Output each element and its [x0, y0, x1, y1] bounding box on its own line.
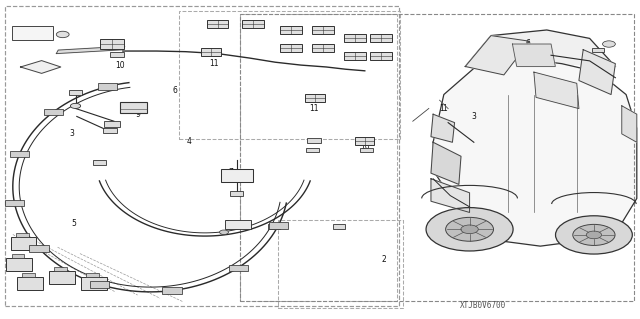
- Bar: [179, 11, 400, 139]
- Circle shape: [461, 225, 478, 234]
- Bar: [344, 34, 366, 42]
- Bar: [370, 52, 392, 60]
- Bar: [100, 39, 124, 49]
- Text: 5: 5: [71, 219, 76, 228]
- Bar: [10, 151, 29, 157]
- Polygon shape: [534, 72, 579, 108]
- Polygon shape: [431, 179, 470, 212]
- Bar: [344, 52, 366, 60]
- Text: 5: 5: [454, 200, 459, 209]
- Polygon shape: [465, 36, 530, 75]
- Bar: [103, 128, 117, 133]
- Bar: [54, 267, 67, 271]
- Bar: [17, 277, 43, 290]
- Bar: [593, 48, 604, 52]
- Text: XTJB0V6700: XTJB0V6700: [460, 301, 506, 310]
- Bar: [240, 14, 634, 301]
- Text: 9: 9: [135, 110, 140, 119]
- Bar: [230, 191, 243, 196]
- Bar: [44, 109, 63, 115]
- Bar: [269, 222, 288, 228]
- Bar: [242, 20, 264, 28]
- Bar: [221, 169, 253, 182]
- Bar: [29, 245, 49, 252]
- Bar: [360, 147, 373, 152]
- Bar: [86, 273, 99, 277]
- Bar: [268, 225, 280, 228]
- Bar: [5, 200, 24, 206]
- Circle shape: [445, 217, 493, 241]
- Bar: [12, 26, 53, 40]
- Bar: [22, 273, 35, 277]
- Bar: [201, 48, 221, 56]
- Circle shape: [586, 231, 602, 239]
- Text: 11: 11: [309, 104, 318, 113]
- Circle shape: [426, 208, 513, 251]
- Bar: [240, 14, 397, 301]
- Bar: [280, 44, 302, 52]
- Polygon shape: [431, 142, 461, 184]
- Bar: [90, 281, 109, 288]
- Text: 11: 11: [210, 59, 219, 68]
- Circle shape: [220, 230, 228, 234]
- Text: 8: 8: [225, 220, 230, 229]
- Bar: [81, 277, 107, 290]
- Bar: [307, 137, 321, 143]
- Bar: [370, 34, 392, 42]
- Circle shape: [56, 31, 69, 38]
- Bar: [312, 44, 334, 52]
- Bar: [305, 94, 325, 102]
- Circle shape: [70, 103, 81, 108]
- Polygon shape: [20, 61, 61, 73]
- Bar: [104, 121, 120, 127]
- Bar: [99, 83, 118, 90]
- Text: 10: 10: [360, 142, 370, 151]
- Polygon shape: [56, 46, 125, 54]
- Polygon shape: [579, 50, 616, 94]
- Bar: [12, 254, 24, 258]
- Bar: [11, 237, 36, 250]
- Polygon shape: [465, 30, 616, 66]
- Text: 10: 10: [115, 61, 125, 70]
- Bar: [49, 271, 75, 284]
- Bar: [207, 20, 228, 28]
- Bar: [16, 233, 29, 237]
- Text: 7: 7: [228, 168, 233, 177]
- Bar: [163, 287, 182, 294]
- Bar: [306, 147, 319, 152]
- Bar: [228, 264, 248, 271]
- Polygon shape: [433, 58, 637, 246]
- Bar: [280, 26, 302, 34]
- Text: 1: 1: [439, 104, 444, 113]
- Bar: [93, 160, 106, 165]
- Polygon shape: [431, 114, 454, 142]
- Text: 4: 4: [538, 53, 543, 62]
- Text: 2: 2: [381, 256, 387, 264]
- Circle shape: [556, 216, 632, 254]
- Circle shape: [573, 224, 615, 245]
- Bar: [333, 225, 345, 228]
- Text: 6: 6: [525, 39, 531, 48]
- Text: 6: 6: [172, 86, 177, 95]
- Bar: [120, 102, 147, 113]
- Bar: [278, 220, 403, 308]
- Text: 3: 3: [69, 130, 74, 138]
- Bar: [69, 90, 82, 95]
- Bar: [5, 6, 399, 306]
- Bar: [110, 52, 124, 57]
- Circle shape: [602, 41, 615, 47]
- Polygon shape: [622, 106, 637, 142]
- Bar: [355, 137, 374, 145]
- Bar: [312, 26, 334, 34]
- Text: 4: 4: [186, 137, 191, 146]
- Text: 1: 1: [442, 104, 447, 113]
- Bar: [6, 258, 32, 271]
- Polygon shape: [513, 44, 556, 66]
- Text: 3: 3: [471, 112, 476, 121]
- Bar: [225, 220, 251, 229]
